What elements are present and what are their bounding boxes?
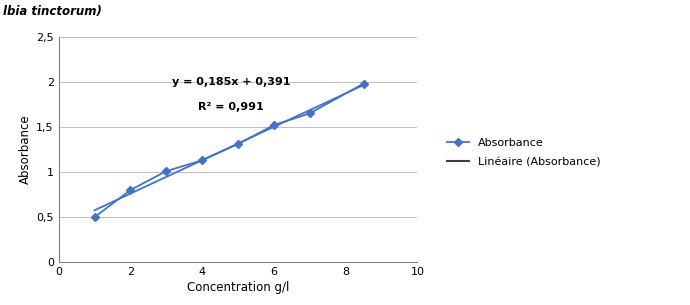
Text: y = 0,185x + 0,391: y = 0,185x + 0,391 <box>172 77 290 87</box>
X-axis label: Concentration g/l: Concentration g/l <box>187 281 289 294</box>
Y-axis label: Absorbance: Absorbance <box>19 115 32 184</box>
Legend: Absorbance, Linéaire (Absorbance): Absorbance, Linéaire (Absorbance) <box>447 138 601 167</box>
Text: lbia tinctorum): lbia tinctorum) <box>3 5 102 18</box>
Text: R² = 0,991: R² = 0,991 <box>198 102 264 112</box>
